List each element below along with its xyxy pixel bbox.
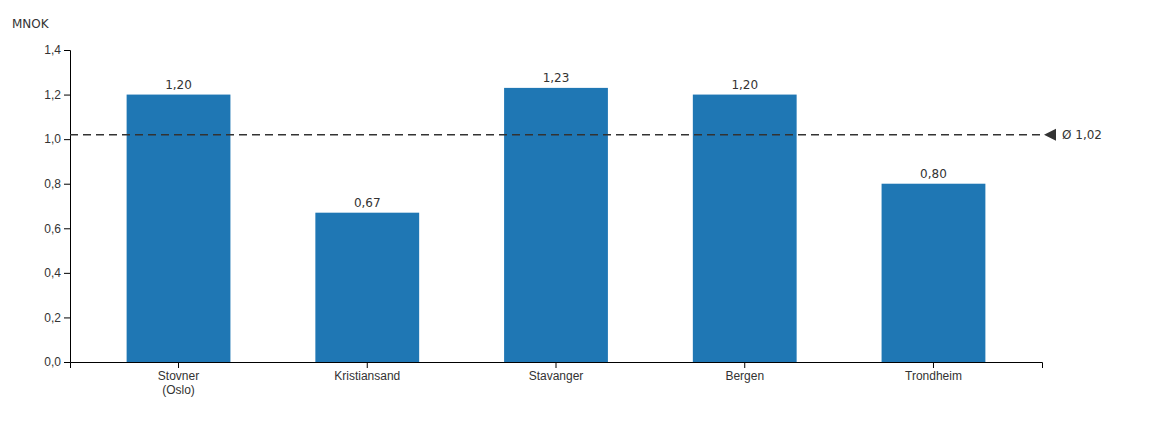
x-axis-line	[71, 363, 1043, 369]
y-tick-label: 0,0	[44, 355, 61, 369]
x-tick-label-line: Stovner	[158, 369, 199, 383]
y-tick-label: 1,4	[44, 43, 61, 57]
y-tick: 0,8	[44, 177, 70, 191]
value-label: 0,80	[920, 167, 947, 181]
bar	[315, 213, 419, 362]
y-tick: 1,2	[44, 88, 70, 102]
value-label: 1,20	[165, 78, 192, 92]
x-tick-label-line: Bergen	[725, 369, 764, 383]
x-tick-mark	[367, 362, 368, 368]
x-tick: Kristiansand	[334, 362, 400, 383]
y-tick: 0,6	[44, 222, 70, 236]
x-tick-mark	[933, 362, 934, 368]
y-tick-label: 0,2	[44, 311, 61, 325]
x-tick: Bergen	[725, 362, 764, 383]
y-tick: 0,4	[44, 266, 70, 280]
x-tick-label: Stovner(Oslo)	[158, 369, 199, 397]
x-tick-label: Trondheim	[905, 369, 962, 383]
x-tick-label: Kristiansand	[334, 369, 400, 383]
y-tick-mark	[64, 362, 70, 363]
y-tick-label: 0,4	[44, 266, 61, 280]
y-tick-label: 0,8	[44, 177, 61, 191]
y-tick-label: 1,2	[44, 88, 61, 102]
x-tick-label: Bergen	[725, 369, 764, 383]
marks	[70, 88, 1042, 362]
y-tick: 0,0	[44, 355, 70, 369]
avg-arrow	[1044, 129, 1056, 141]
y-axis-line	[64, 51, 71, 363]
x-tick-label-line: Trondheim	[905, 369, 962, 383]
value-label: 1,23	[543, 71, 570, 85]
y-tick-mark	[64, 317, 70, 318]
x-tick: Stovner(Oslo)	[158, 362, 199, 397]
y-tick: 1,4	[44, 43, 70, 57]
y-tick-label: 1,0	[44, 132, 61, 146]
x-tick-label-line: (Oslo)	[162, 383, 195, 397]
y-tick-mark	[64, 95, 70, 96]
y-tick-mark	[64, 50, 70, 51]
y-axis-title: MNOK	[12, 17, 50, 31]
y-tick-mark	[64, 184, 70, 185]
plot: 0,0 0,2 0,4 0,6 0,8 1,0 1,2 1,4 Stovner(Oslo) Kri…	[12, 17, 1102, 397]
x-tick-mark	[178, 362, 179, 368]
x-tick-mark	[744, 362, 745, 368]
y-tick-mark	[64, 273, 70, 274]
avg-line	[70, 134, 1042, 136]
y-tick-mark	[64, 228, 70, 229]
x-tick-label-line: Kristiansand	[334, 369, 400, 383]
bar	[504, 88, 608, 362]
y-tick: 1,0	[44, 132, 70, 146]
x-tick-label-line: Stavanger	[529, 369, 584, 383]
y-axis: 0,0 0,2 0,4 0,6 0,8 1,0 1,2 1,4	[44, 43, 70, 369]
y-tick-label: 0,6	[44, 222, 61, 236]
avg-label: Ø 1,02	[1062, 128, 1102, 142]
chart: 0,0 0,2 0,4 0,6 0,8 1,0 1,2 1,4 Stovner(Oslo) Kri…	[0, 0, 1152, 422]
x-tick: Trondheim	[905, 362, 962, 383]
value-label: 1,20	[731, 78, 758, 92]
y-tick-mark	[64, 139, 70, 140]
x-tick-mark	[556, 362, 557, 368]
value-label: 0,67	[354, 196, 381, 210]
x-axis: Stovner(Oslo) Kristiansand Stavanger Bergen…	[71, 362, 1043, 397]
x-tick: Stavanger	[529, 362, 584, 383]
bar	[882, 184, 986, 362]
x-tick-label: Stavanger	[529, 369, 584, 383]
y-tick: 0,2	[44, 311, 70, 325]
texts: 1,20 0,67 1,23 1,20 0,80 Ø 1,02 MNOK	[12, 17, 1102, 210]
